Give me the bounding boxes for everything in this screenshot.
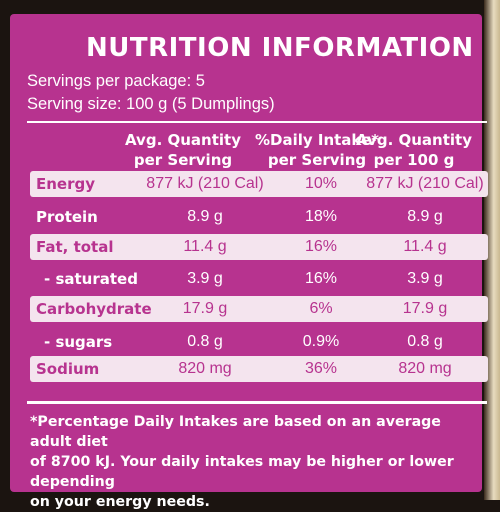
column-header-qty-per-100g: Avg. Quantity per 100 g (344, 130, 484, 170)
daily-intake-value: 16% (304, 238, 338, 255)
footnote: *Percentage Daily Intakes are based on a… (30, 412, 485, 512)
column-header-daily-intake: %Daily Intake* per Serving (242, 130, 392, 170)
nutrition-panel: NUTRITION INFORMATION Servings per packa… (10, 14, 488, 510)
footnote-line: of 8700 kJ. Your daily intakes may be hi… (30, 454, 454, 490)
footnote-line: *Percentage Daily Intakes are based on a… (30, 414, 441, 450)
per-100g-value: 0.8 g (407, 333, 443, 350)
per-100g-value: 820 mg (398, 360, 452, 377)
per-serving-value: 3.9 g (187, 270, 223, 287)
column-header-line: Avg. Quantity (355, 131, 472, 149)
daily-intake-value: 18% (304, 208, 338, 225)
column-header-line: per Serving (133, 151, 233, 169)
divider-top (27, 121, 487, 123)
nutrient-row-carbohydrate: Carbohydrate 17.9 g 6% 17.9 g (30, 296, 488, 322)
nutrient-row-energy: Energy 877 kJ (210 Cal) 10% 877 kJ (210 … (30, 171, 488, 197)
nutrient-name: Protein (36, 208, 98, 226)
column-header-line: %Daily Intake* (254, 131, 380, 149)
nutrient-name: Carbohydrate (36, 300, 152, 318)
per-serving-value: 0.8 g (187, 333, 223, 350)
per-100g-value: 8.9 g (407, 208, 443, 225)
per-serving-value: 17.9 g (182, 300, 228, 317)
column-header-line: Avg. Quantity (124, 131, 241, 149)
per-100g-value: 11.4 g (403, 238, 447, 255)
nutrient-name: Sodium (36, 360, 100, 378)
nutrient-row-saturated: - saturated 3.9 g 16% 3.9 g (30, 266, 488, 292)
per-serving-value: 8.9 g (187, 208, 223, 225)
divider-bottom (27, 401, 487, 404)
nutrient-name: Fat, total (36, 238, 114, 256)
per-100g-value: 3.9 g (407, 270, 443, 287)
per-serving-value: 877 kJ (210 Cal) (146, 175, 264, 192)
servings-per-package: Servings per package: 5 (27, 72, 205, 90)
nutrient-name: - saturated (44, 270, 138, 288)
nutrient-row-protein: Protein 8.9 g 18% 8.9 g (30, 204, 488, 230)
per-100g-value: 17.9 g (402, 300, 448, 317)
nutrient-name: Energy (36, 175, 96, 193)
package-edge (484, 0, 500, 500)
daily-intake-value: 0.9% (302, 333, 340, 350)
nutrient-name: - sugars (44, 333, 113, 351)
column-header-line: per 100 g (373, 151, 455, 169)
per-serving-value: 11.4 g (183, 238, 227, 255)
column-header-line: per Serving (267, 151, 367, 169)
daily-intake-value: 16% (304, 270, 338, 287)
nutrient-row-sodium: Sodium 820 mg 36% 820 mg (30, 356, 488, 382)
per-100g-value: 877 kJ (210 Cal) (366, 175, 484, 192)
panel-title: NUTRITION INFORMATION (86, 33, 474, 63)
nutrient-row-sugars: - sugars 0.8 g 0.9% 0.8 g (30, 329, 488, 355)
nutrient-row-fat-total: Fat, total 11.4 g 16% 11.4 g (30, 234, 488, 260)
footnote-line: on your energy needs. (30, 494, 210, 510)
daily-intake-value: 6% (309, 300, 333, 317)
daily-intake-value: 36% (304, 360, 338, 377)
daily-intake-value: 10% (304, 175, 338, 192)
per-serving-value: 820 mg (178, 360, 232, 377)
serving-size: Serving size: 100 g (5 Dumplings) (27, 95, 275, 113)
column-header-qty-per-serving: Avg. Quantity per Serving (118, 130, 248, 170)
